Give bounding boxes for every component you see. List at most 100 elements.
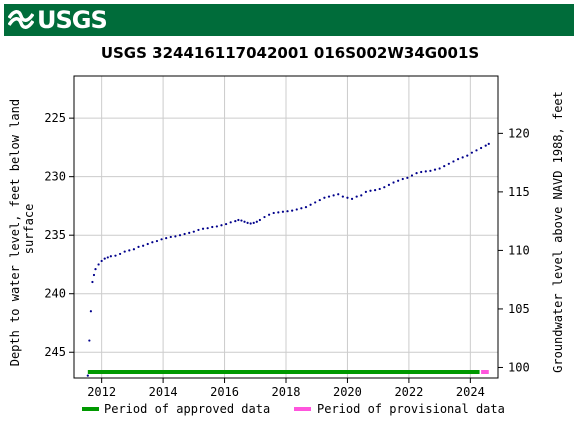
data-point bbox=[429, 169, 432, 172]
data-point bbox=[383, 186, 386, 189]
data-point bbox=[169, 235, 172, 239]
data-point bbox=[103, 257, 106, 260]
data-point bbox=[304, 206, 308, 209]
data-point bbox=[397, 179, 400, 182]
data-point bbox=[197, 228, 200, 232]
x-tick-label: 2018 bbox=[272, 385, 301, 399]
x-tick-label: 2020 bbox=[333, 385, 362, 399]
approved-period-bar bbox=[87, 370, 480, 374]
data-point bbox=[252, 221, 255, 225]
data-point bbox=[309, 203, 312, 206]
right-tick-label: 110 bbox=[508, 243, 530, 257]
data-point bbox=[360, 194, 363, 197]
data-point bbox=[258, 218, 261, 222]
data-point bbox=[475, 149, 478, 152]
left-tick-label: 225 bbox=[44, 111, 66, 125]
x-tick-label: 2022 bbox=[394, 385, 423, 399]
usgs-logo: USGS bbox=[8, 5, 108, 35]
data-point bbox=[89, 310, 92, 313]
data-point bbox=[88, 339, 91, 342]
data-point bbox=[392, 181, 395, 184]
legend-swatch-approved bbox=[82, 407, 99, 411]
data-point bbox=[155, 239, 159, 243]
x-tick-label: 2016 bbox=[210, 385, 239, 399]
data-point bbox=[424, 170, 427, 173]
data-point bbox=[433, 168, 437, 171]
data-point bbox=[480, 146, 483, 150]
x-tick-label: 2014 bbox=[149, 385, 178, 399]
data-point bbox=[192, 230, 195, 233]
data-point bbox=[268, 213, 271, 216]
left-tick-label: 245 bbox=[44, 345, 66, 359]
data-point bbox=[92, 273, 96, 277]
data-point bbox=[109, 255, 112, 258]
data-point bbox=[281, 210, 285, 213]
x-tick-label: 2012 bbox=[87, 385, 116, 399]
data-point bbox=[272, 211, 275, 215]
data-point bbox=[314, 201, 317, 204]
data-point bbox=[165, 237, 168, 240]
data-point bbox=[91, 280, 94, 284]
data-point bbox=[355, 195, 358, 198]
data-point bbox=[160, 238, 163, 241]
data-point bbox=[174, 235, 177, 238]
data-point bbox=[318, 198, 321, 202]
grid-lines bbox=[74, 76, 498, 378]
legend-label-approved: Period of approved data bbox=[104, 402, 270, 416]
data-point bbox=[206, 227, 209, 230]
data-point bbox=[137, 245, 140, 248]
data-point bbox=[470, 151, 473, 154]
data-point bbox=[215, 225, 218, 228]
data-point bbox=[415, 172, 418, 175]
data-point bbox=[401, 177, 404, 181]
period-bars bbox=[87, 370, 489, 374]
data-point bbox=[243, 220, 246, 223]
chart-title: USGS 324416117042001 016S002W34G001S bbox=[100, 44, 480, 62]
data-point bbox=[132, 248, 136, 251]
data-point bbox=[229, 221, 232, 224]
data-point bbox=[332, 194, 335, 197]
data-point bbox=[237, 218, 240, 222]
data-point bbox=[378, 187, 381, 191]
data-point bbox=[94, 268, 97, 271]
data-point bbox=[220, 224, 223, 227]
data-point bbox=[246, 221, 249, 225]
data-point bbox=[374, 189, 377, 192]
data-point bbox=[142, 244, 145, 247]
usgs-logo-text: USGS bbox=[37, 6, 108, 34]
right-tick-label: 100 bbox=[508, 360, 530, 374]
data-point bbox=[452, 160, 455, 163]
data-point bbox=[224, 222, 228, 226]
data-point bbox=[263, 215, 266, 219]
data-point bbox=[201, 227, 205, 230]
right-axis-ticks: 100 105 110 115 120 bbox=[498, 126, 530, 374]
left-tick-label: 235 bbox=[44, 228, 66, 242]
data-point bbox=[346, 196, 349, 199]
data-point bbox=[487, 142, 490, 145]
data-point bbox=[97, 263, 100, 266]
data-point bbox=[456, 158, 460, 161]
usgs-wave-icon bbox=[8, 10, 34, 29]
data-point bbox=[240, 219, 243, 222]
data-point bbox=[151, 241, 154, 244]
data-point bbox=[461, 156, 464, 159]
data-point bbox=[100, 259, 103, 263]
data-point bbox=[118, 252, 122, 256]
legend-label-provisional: Period of provisional data bbox=[317, 402, 505, 416]
data-point bbox=[406, 176, 409, 179]
data-point bbox=[86, 374, 89, 377]
right-tick-label: 120 bbox=[508, 126, 530, 140]
data-point bbox=[369, 189, 372, 192]
data-point bbox=[438, 167, 441, 170]
data-point bbox=[387, 183, 391, 186]
data-point bbox=[341, 195, 344, 198]
data-point bbox=[114, 254, 117, 257]
left-axis-label-line2: surface bbox=[22, 204, 36, 255]
x-axis-ticks: 2012 2014 2016 2018 2020 2022 2024 bbox=[87, 378, 485, 399]
data-point bbox=[277, 211, 280, 214]
left-tick-label: 230 bbox=[44, 170, 66, 184]
data-point bbox=[295, 208, 298, 211]
right-tick-label: 105 bbox=[508, 302, 530, 316]
x-tick-label: 2024 bbox=[456, 385, 485, 399]
